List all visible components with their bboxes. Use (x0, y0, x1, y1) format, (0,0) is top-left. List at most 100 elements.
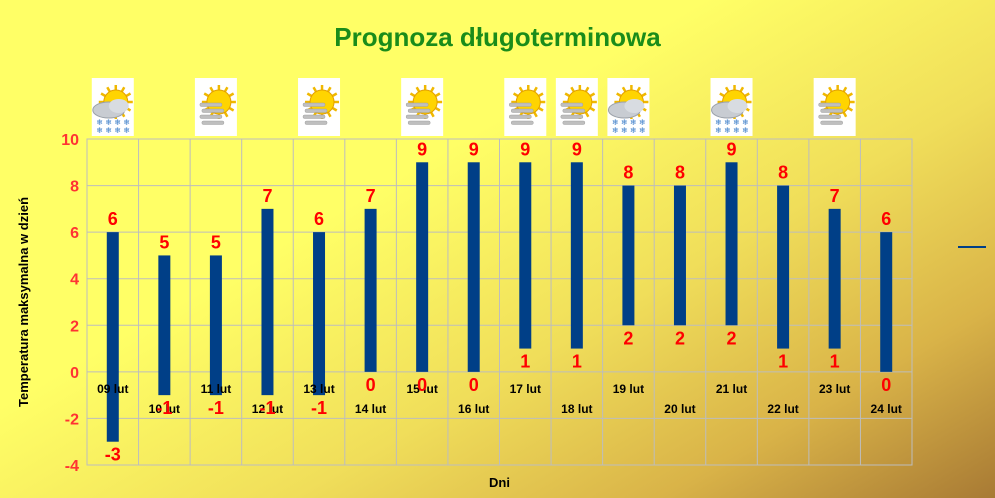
data-label-high: 6 (108, 209, 118, 229)
data-label-low: 1 (520, 352, 530, 372)
svg-text:❄: ❄ (733, 126, 740, 135)
svg-text:❄: ❄ (639, 126, 646, 135)
data-label-low: 0 (881, 375, 891, 395)
x-tick-label: 15 lut (406, 382, 437, 396)
sun-cloud-snow-icon: ❄ ❄ ❄ ❄❄ ❄ ❄ ❄ (710, 78, 753, 136)
sun-fog-icon (504, 78, 547, 136)
temperature-bar (777, 185, 790, 349)
data-label-high: 8 (623, 163, 633, 183)
null (813, 78, 856, 136)
temperature-bar (106, 232, 119, 442)
data-label-high: 5 (159, 232, 169, 252)
data-label-low: 0 (417, 375, 427, 395)
svg-text:❄: ❄ (114, 118, 121, 127)
data-label-low: 0 (366, 375, 376, 395)
x-tick-label: 22 lut (767, 402, 798, 416)
data-label-low: -3 (105, 445, 121, 465)
y-tick-label: 10 (61, 132, 79, 149)
svg-text:❄: ❄ (612, 126, 619, 135)
y-tick-label: 2 (70, 318, 79, 335)
data-label-low: 2 (727, 328, 737, 348)
data-label-low: -1 (259, 398, 275, 418)
data-label-low: -1 (156, 398, 172, 418)
data-label-high: 5 (211, 232, 221, 252)
data-label-high: 8 (675, 163, 685, 183)
data-label-high: 6 (314, 209, 324, 229)
data-label-high: 9 (727, 139, 737, 159)
x-tick-label: 14 lut (355, 402, 386, 416)
data-label-low: 1 (572, 352, 582, 372)
temperature-bar (673, 185, 686, 326)
x-tick-label: 12 lut (252, 402, 283, 416)
y-tick-label: 4 (70, 272, 79, 289)
sun-fog-icon (401, 78, 444, 136)
null (555, 78, 598, 136)
sun-cloud-snow-icon: ❄ ❄ ❄ ❄❄ ❄ ❄ ❄ (607, 78, 650, 136)
y-tick-label: 0 (70, 365, 79, 382)
svg-text:❄: ❄ (105, 126, 112, 135)
x-tick-label: 23 lut (819, 382, 850, 396)
data-label-high: 7 (262, 186, 272, 206)
x-tick-label: 16 lut (458, 402, 489, 416)
x-tick-label: 17 lut (510, 382, 541, 396)
x-tick-label: 10 lut (149, 402, 180, 416)
x-axis-title: Dni (489, 475, 510, 490)
temperature-bar (880, 232, 893, 372)
svg-text:❄: ❄ (715, 118, 722, 127)
temperature-bar (158, 255, 171, 396)
y-tick-label: 6 (70, 225, 79, 242)
svg-text:❄: ❄ (630, 118, 637, 127)
data-label-low: 1 (778, 352, 788, 372)
svg-text:❄: ❄ (715, 126, 722, 135)
svg-text:❄: ❄ (621, 118, 628, 127)
temperature-bar (261, 208, 274, 396)
svg-text:❄: ❄ (639, 118, 646, 127)
temperature-bar (416, 162, 429, 372)
svg-text:❄: ❄ (621, 126, 628, 135)
data-label-low: -1 (208, 398, 224, 418)
svg-text:❄: ❄ (105, 118, 112, 127)
svg-text:❄: ❄ (96, 126, 103, 135)
temperature-bar (725, 162, 738, 326)
x-tick-label: 19 lut (613, 382, 644, 396)
data-label-high: 9 (417, 139, 427, 159)
chart-title: Prognoza długoterminowa (334, 22, 661, 52)
y-tick-label: -2 (65, 411, 79, 428)
svg-text:❄: ❄ (96, 118, 103, 127)
svg-text:❄: ❄ (742, 118, 749, 127)
temperature-bar (570, 162, 583, 349)
sun-cloud-snow-icon: ❄ ❄ ❄ ❄❄ ❄ ❄ ❄ (91, 78, 134, 136)
data-label-high: 9 (572, 139, 582, 159)
data-label-high: 8 (778, 163, 788, 183)
data-label-low: -1 (311, 398, 327, 418)
data-label-low: 1 (830, 352, 840, 372)
temperature-bar (622, 185, 635, 326)
svg-text:❄: ❄ (114, 126, 121, 135)
x-tick-label: 24 lut (871, 402, 902, 416)
temperature-bar (313, 232, 326, 396)
y-tick-label: -4 (65, 458, 79, 475)
sun-fog-icon (298, 78, 341, 136)
x-tick-label: 21 lut (716, 382, 747, 396)
x-tick-label: 13 lut (303, 382, 334, 396)
svg-text:❄: ❄ (724, 126, 731, 135)
x-tick-label: 09 lut (97, 382, 128, 396)
svg-text:❄: ❄ (733, 118, 740, 127)
svg-text:❄: ❄ (724, 118, 731, 127)
x-tick-label: 18 lut (561, 402, 592, 416)
temperature-bar (467, 162, 480, 372)
data-label-low: 0 (469, 375, 479, 395)
temperature-bar (209, 255, 222, 396)
svg-text:❄: ❄ (612, 118, 619, 127)
data-label-high: 6 (881, 209, 891, 229)
svg-text:❄: ❄ (630, 126, 637, 135)
data-label-high: 7 (366, 186, 376, 206)
data-label-low: 2 (675, 328, 685, 348)
svg-text:❄: ❄ (123, 118, 130, 127)
x-tick-label: 20 lut (664, 402, 695, 416)
x-tick-label: 11 lut (201, 382, 232, 396)
temperature-bar (519, 162, 532, 349)
svg-text:❄: ❄ (742, 126, 749, 135)
data-label-high: 7 (830, 186, 840, 206)
